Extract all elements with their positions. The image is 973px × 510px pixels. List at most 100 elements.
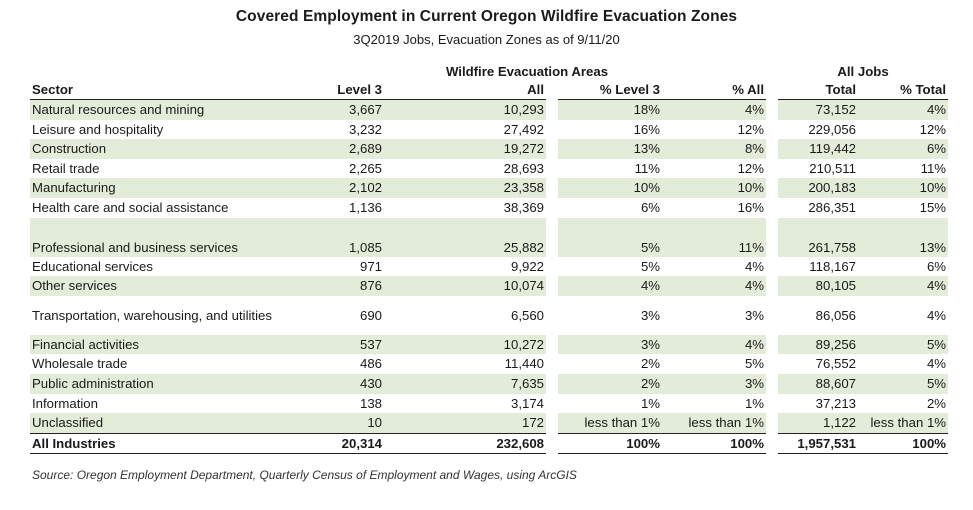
table-row: Educational services 971 9,922 5% 4% 118,167 6… xyxy=(30,257,948,277)
source-note: Source: Oregon Employment Department, Qu… xyxy=(32,468,577,482)
cell-pct-all: less than 1% xyxy=(662,413,766,434)
cell-pct-total: 12% xyxy=(919,121,947,137)
cell-pct-all: 4% xyxy=(662,99,766,120)
cell-level3: 690 xyxy=(359,307,382,323)
cell-level3: 2,689 xyxy=(288,139,384,159)
cell-pct-total: 10% xyxy=(858,178,949,198)
table-subtitle: 3Q2019 Jobs, Evacuation Zones as of 9/11… xyxy=(353,32,620,47)
cell-pct-all: 4% xyxy=(662,276,766,296)
column-header-level3: Level 3 xyxy=(288,81,384,100)
cell-all: 23,358 xyxy=(384,178,546,198)
cell-total: 200,183 xyxy=(778,178,858,198)
cell-level3: 537 xyxy=(288,334,384,355)
cell-pct-all: 12% xyxy=(737,160,764,176)
cell-total: 229,056 xyxy=(808,121,856,137)
cell-all: 7,635 xyxy=(384,373,546,394)
cell-pct-total: 4% xyxy=(858,276,949,296)
cell-pct-total: less than 1% xyxy=(858,413,949,434)
cell-pct-all: 3% xyxy=(662,373,766,394)
cell-pct-level3: 2% xyxy=(558,373,662,394)
cell-sector: Public administration xyxy=(30,373,288,394)
cell-sector: Transportation, warehousing, and utiliti… xyxy=(32,307,272,323)
total-cell-pct-all: 100% xyxy=(662,432,766,455)
cell-level3: 138 xyxy=(359,395,382,411)
cell-sector: Other services xyxy=(30,276,288,296)
cell-sector: Educational services xyxy=(32,258,153,274)
table-row: Wholesale trade 486 11,440 2% 5% 76,552 4% xyxy=(30,354,948,374)
cell-total: 76,552 xyxy=(815,356,856,372)
table-row: Professional and business services 1,085 2… xyxy=(30,217,949,257)
column-header-pct-level3: % Level 3 xyxy=(558,81,662,100)
cell-total: 261,758 xyxy=(778,217,858,257)
cell-sector: Health care and social assistance xyxy=(32,199,229,215)
cell-pct-total: 2% xyxy=(926,395,947,411)
cell-pct-all: 8% xyxy=(662,139,766,159)
table-row: Retail trade 2,265 28,693 11% 12% 210,511 11% xyxy=(30,159,948,179)
cell-pct-all: 1% xyxy=(744,395,764,411)
cell-total: 86,056 xyxy=(815,307,856,323)
cell-pct-total: 4% xyxy=(858,99,949,120)
cell-pct-all: 10% xyxy=(662,178,766,198)
cell-pct-level3: 16% xyxy=(633,121,660,137)
cell-all: 28,693 xyxy=(503,160,544,176)
cell-pct-total: 5% xyxy=(858,373,949,394)
cell-pct-all: 16% xyxy=(737,199,764,215)
cell-total: 286,351 xyxy=(808,199,856,215)
cell-pct-level3: 5% xyxy=(558,217,662,257)
cell-level3: 3,232 xyxy=(348,121,382,137)
table-title: Covered Employment in Current Oregon Wil… xyxy=(235,8,738,25)
cell-all: 10,074 xyxy=(384,276,546,296)
cell-all: 10,272 xyxy=(384,334,546,355)
cell-pct-total: 6% xyxy=(926,258,947,274)
table-row: Information 138 3,174 1% 1% 37,213 2% xyxy=(30,394,948,414)
table-row: Transportation, warehousing, and utiliti… xyxy=(30,296,948,335)
cell-pct-all: 11% xyxy=(662,217,766,257)
cell-sector: Professional and business services xyxy=(30,217,288,257)
table-row: Leisure and hospitality 3,232 27,492 16% 12%… xyxy=(30,120,948,140)
column-header-sector: Sector xyxy=(30,81,288,100)
cell-level3: 971 xyxy=(359,258,382,274)
cell-sector: Unclassified xyxy=(30,413,288,434)
column-header-pct-all: % All xyxy=(662,81,766,100)
cell-sector: Wholesale trade xyxy=(32,356,128,372)
group-header-evacuation: Wildfire Evacuation Areas xyxy=(445,64,609,79)
table-row: Unclassified 10 172 less than 1% less than 1… xyxy=(30,413,949,434)
cell-pct-level3: 10% xyxy=(558,178,662,198)
cell-level3: 10 xyxy=(288,413,384,434)
table-row: Natural resources and mining 3,667 10,293 1… xyxy=(30,99,949,120)
cell-pct-level3: 3% xyxy=(558,334,662,355)
cell-total: 80,105 xyxy=(778,276,858,296)
cell-pct-level3: 3% xyxy=(640,307,660,323)
table-row: Manufacturing 2,102 23,358 10% 10% 200,183 10% xyxy=(30,178,949,198)
cell-pct-level3: 13% xyxy=(558,139,662,159)
cell-pct-level3: 2% xyxy=(640,356,660,372)
cell-total: 1,122 xyxy=(778,413,858,434)
cell-pct-all: 5% xyxy=(744,356,764,372)
cell-pct-level3: 6% xyxy=(640,199,660,215)
cell-total: 88,607 xyxy=(778,373,858,394)
cell-total: 210,511 xyxy=(809,160,856,176)
cell-total: 89,256 xyxy=(778,334,858,355)
column-header-all: All xyxy=(384,81,546,100)
total-cell-pct-level3: 100% xyxy=(558,432,662,455)
cell-level3: 1,136 xyxy=(348,199,382,215)
cell-total: 118,167 xyxy=(809,258,856,274)
cell-pct-level3: 4% xyxy=(558,276,662,296)
cell-level3: 486 xyxy=(359,356,382,372)
cell-level3: 2,265 xyxy=(348,160,382,176)
column-header-total: Total xyxy=(778,81,858,100)
total-row: All Industries 20,314 232,608 100% 100% 1,957… xyxy=(30,432,949,455)
cell-sector: Retail trade xyxy=(32,160,100,176)
cell-total: 37,213 xyxy=(815,395,856,411)
cell-level3: 430 xyxy=(288,373,384,394)
cell-pct-total: 6% xyxy=(858,139,949,159)
cell-pct-all: 4% xyxy=(744,258,764,274)
total-cell-pct-total: 100% xyxy=(858,432,949,455)
cell-level3: 876 xyxy=(288,276,384,296)
cell-all: 9,922 xyxy=(510,258,544,274)
cell-all: 172 xyxy=(384,413,546,434)
table-row: Health care and social assistance 1,136 38… xyxy=(30,198,948,218)
cell-pct-level3: 5% xyxy=(640,258,660,274)
cell-all: 27,492 xyxy=(503,121,544,137)
cell-pct-total: 4% xyxy=(926,307,947,323)
